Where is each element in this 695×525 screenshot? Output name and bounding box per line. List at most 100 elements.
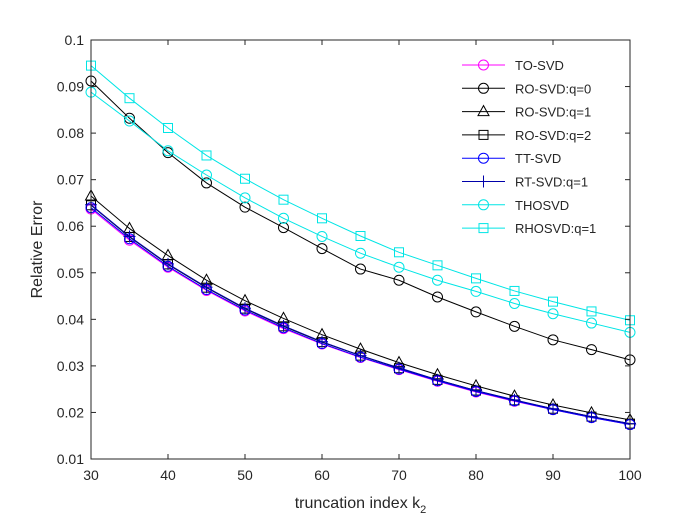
data-point (240, 173, 250, 184)
legend-entry: THOSVD (462, 198, 569, 213)
data-point (432, 291, 443, 303)
series-RT-SVD:q=1 (85, 198, 636, 430)
data-point (393, 274, 405, 286)
x-tick-label: 60 (314, 467, 330, 483)
y-tick-label: 0.03 (57, 358, 84, 374)
legend-marker (478, 199, 489, 211)
legend-label: RO-SVD:q=2 (515, 128, 591, 143)
x-tick-label: 70 (391, 467, 407, 483)
x-tick-label: 50 (237, 467, 253, 483)
data-point (432, 260, 443, 271)
series-THOSVD (85, 86, 636, 338)
data-point (239, 192, 251, 204)
data-point (200, 281, 213, 294)
x-axis-label-subscript: 2 (420, 504, 426, 516)
legend-marker (477, 104, 490, 117)
y-tick-label: 0.01 (57, 451, 84, 467)
axes-box (90, 39, 631, 460)
x-tick-label: 30 (83, 467, 99, 483)
axes-layer (90, 39, 631, 460)
data-point (355, 263, 366, 275)
legend-entry: RO-SVD:q=1 (462, 104, 591, 120)
y-tick-label: 0.1 (65, 32, 85, 48)
x-tick-label: 80 (468, 467, 484, 483)
data-point (547, 402, 559, 415)
legend: TO-SVD RO-SVD:q=0 RO-SVD:q=1 RO-SVD:q=2 TT-S… (447, 52, 621, 244)
x-tick-label: 40 (160, 467, 176, 483)
data-point (201, 150, 212, 161)
x-axis-label-text: truncation index k (295, 495, 421, 512)
data-point (508, 393, 521, 406)
data-point (431, 373, 444, 386)
data-point (394, 247, 404, 258)
data-point (393, 361, 405, 374)
data-point (239, 302, 251, 315)
y-axis-label: Relative Error (29, 200, 46, 298)
data-point (586, 317, 597, 329)
ticks-layer: 30 40 50 60 70 80 90 100 0.01 0.02 0.03 0.04 0.05 0.0… (57, 32, 642, 483)
legend-label: RO-SVD:q=1 (515, 105, 591, 120)
data-point (470, 384, 482, 397)
data-point (316, 230, 328, 242)
data-point (277, 319, 290, 332)
data-point (201, 177, 212, 189)
legend-label: RHOSVD:q=1 (515, 221, 596, 236)
legend-entry: RO-SVD:q=0 (462, 81, 591, 96)
y-tick-label: 0.05 (57, 265, 84, 281)
data-point (547, 308, 559, 320)
x-tick-label: 90 (545, 467, 561, 483)
legend-entry: RT-SVD:q=1 (462, 175, 588, 190)
data-point (470, 285, 482, 297)
data-point (162, 145, 174, 157)
legend-label: TT-SVD (515, 151, 561, 166)
data-point (509, 320, 520, 332)
legend-entry: TT-SVD (462, 151, 561, 166)
data-point (547, 334, 559, 346)
data-point (548, 296, 558, 307)
data-point (316, 243, 328, 255)
legend-marker (478, 59, 489, 71)
series-RHOSVD:q=1 (86, 60, 635, 326)
data-point (278, 222, 289, 234)
x-axis-label: truncation index k2 (295, 495, 427, 516)
data-point (316, 335, 328, 348)
data-point (586, 306, 597, 317)
series-layer (84, 60, 637, 431)
data-point (317, 213, 327, 224)
x-tick-label: 100 (618, 467, 642, 483)
y-tick-label: 0.06 (57, 218, 84, 234)
series-line (90, 65, 631, 321)
legend-label: THOSVD (515, 198, 569, 213)
y-tick-label: 0.09 (57, 79, 84, 95)
data-point (239, 201, 251, 213)
data-point (432, 274, 443, 286)
data-point (355, 230, 366, 241)
data-point (124, 115, 135, 127)
data-point (278, 194, 289, 205)
data-point (355, 247, 366, 259)
legend-entry: TO-SVD (462, 58, 564, 73)
data-point (124, 93, 135, 104)
y-tick-label: 0.07 (57, 172, 84, 188)
data-point (123, 230, 136, 243)
legend-marker (478, 129, 489, 140)
data-point (585, 410, 598, 423)
legend-label: RT-SVD:q=1 (515, 175, 588, 190)
legend-marker (478, 223, 489, 234)
data-point (162, 257, 174, 270)
data-point (393, 261, 405, 273)
data-point (278, 212, 289, 224)
y-tick-label: 0.04 (57, 311, 84, 327)
data-point (471, 273, 481, 284)
legend-entry: RO-SVD:q=2 (462, 128, 591, 143)
legend-marker (478, 152, 489, 164)
legend-marker (477, 175, 490, 188)
series-line (90, 80, 631, 361)
series-line (90, 91, 631, 333)
legend-label: RO-SVD:q=0 (515, 81, 591, 96)
data-point (470, 306, 482, 318)
data-point (163, 122, 173, 133)
y-tick-label: 0.02 (57, 404, 84, 420)
